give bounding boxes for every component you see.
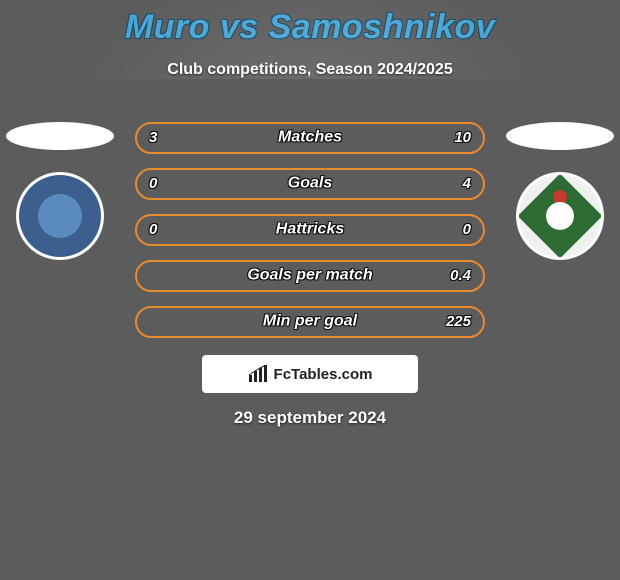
player-left-name-pill <box>6 122 114 150</box>
stat-left-value: 0 <box>149 221 157 238</box>
stat-left-value: 3 <box>149 129 157 146</box>
stat-right-value: 10 <box>454 129 471 146</box>
stat-label: Min per goal <box>263 313 357 331</box>
stat-row: Min per goal 225 <box>135 306 485 338</box>
stat-left-value: 0 <box>149 175 157 192</box>
stat-label: Goals per match <box>247 267 372 285</box>
stats-block: 3 Matches 10 0 Goals 4 0 Hattricks 0 Goa… <box>135 122 485 352</box>
bar-chart-icon <box>248 365 268 383</box>
footer-date: 29 september 2024 <box>0 408 620 428</box>
stat-row: Goals per match 0.4 <box>135 260 485 292</box>
club-badge-left: Г <box>16 172 104 260</box>
stat-label: Hattricks <box>276 221 344 239</box>
brand-link[interactable]: FcTables.com <box>202 355 418 393</box>
brand-label: FcTables.com <box>274 366 373 383</box>
stat-row: 3 Matches 10 <box>135 122 485 154</box>
club-badge-right <box>516 172 604 260</box>
page-subtitle: Club competitions, Season 2024/2025 <box>0 61 620 79</box>
stat-label: Matches <box>278 129 342 147</box>
stat-right-value: 0.4 <box>450 267 471 284</box>
stat-right-value: 4 <box>463 175 471 192</box>
club-badge-right-accent <box>553 190 567 204</box>
stat-label: Goals <box>288 175 332 193</box>
player-right-name-pill <box>506 122 614 150</box>
page-title: Muro vs Samoshnikov <box>0 0 620 47</box>
stat-right-value: 225 <box>446 313 471 330</box>
stat-row: 0 Goals 4 <box>135 168 485 200</box>
stat-right-value: 0 <box>463 221 471 238</box>
stat-row: 0 Hattricks 0 <box>135 214 485 246</box>
club-badge-left-letter: Г <box>51 198 68 232</box>
